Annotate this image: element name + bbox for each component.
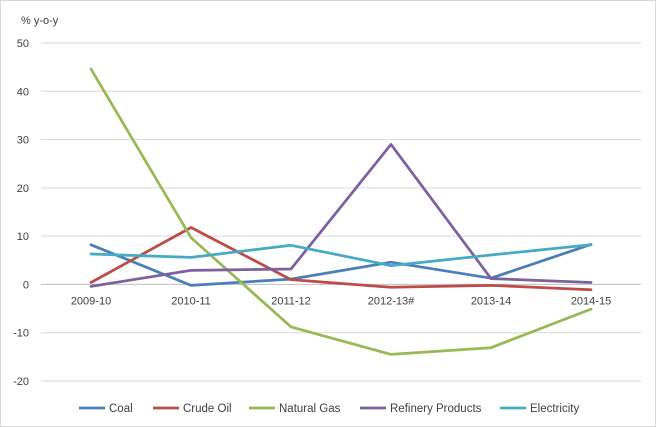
y-tick-label: -10 <box>13 328 29 340</box>
legend-label-electricity: Electricity <box>530 403 579 415</box>
x-tick-label: 2013-14 <box>471 295 511 307</box>
legend-label-crude-oil: Crude Oil <box>183 403 232 415</box>
x-tick-label: 2011-12 <box>271 295 311 307</box>
series-line-coal <box>89 243 593 287</box>
y-tick-label: 50 <box>17 38 29 50</box>
series-line-refinery-products <box>89 143 593 288</box>
series-line-natural-gas <box>89 67 593 356</box>
y-tick-label: 0 <box>23 279 29 291</box>
x-tick-label: 2010-11 <box>171 295 211 307</box>
y-axis-unit-label: % y-o-y <box>21 15 59 27</box>
legend-label-refinery-products: Refinery Products <box>390 403 482 415</box>
legend-label-coal: Coal <box>109 403 133 415</box>
y-tick-label: 20 <box>17 183 29 195</box>
y-tick-label: 30 <box>17 135 29 147</box>
y-tick-label: -20 <box>13 376 29 388</box>
y-tick-label: 40 <box>17 86 29 98</box>
x-tick-label: 2009-10 <box>71 295 111 307</box>
series-line-crude-oil <box>89 226 593 292</box>
series-line-electricity <box>89 243 593 267</box>
legend-label-natural-gas: Natural Gas <box>279 403 341 415</box>
x-tick-label: 2012-13# <box>368 295 415 307</box>
x-tick-label: 2014-15 <box>571 295 611 307</box>
y-tick-label: 10 <box>17 231 29 243</box>
